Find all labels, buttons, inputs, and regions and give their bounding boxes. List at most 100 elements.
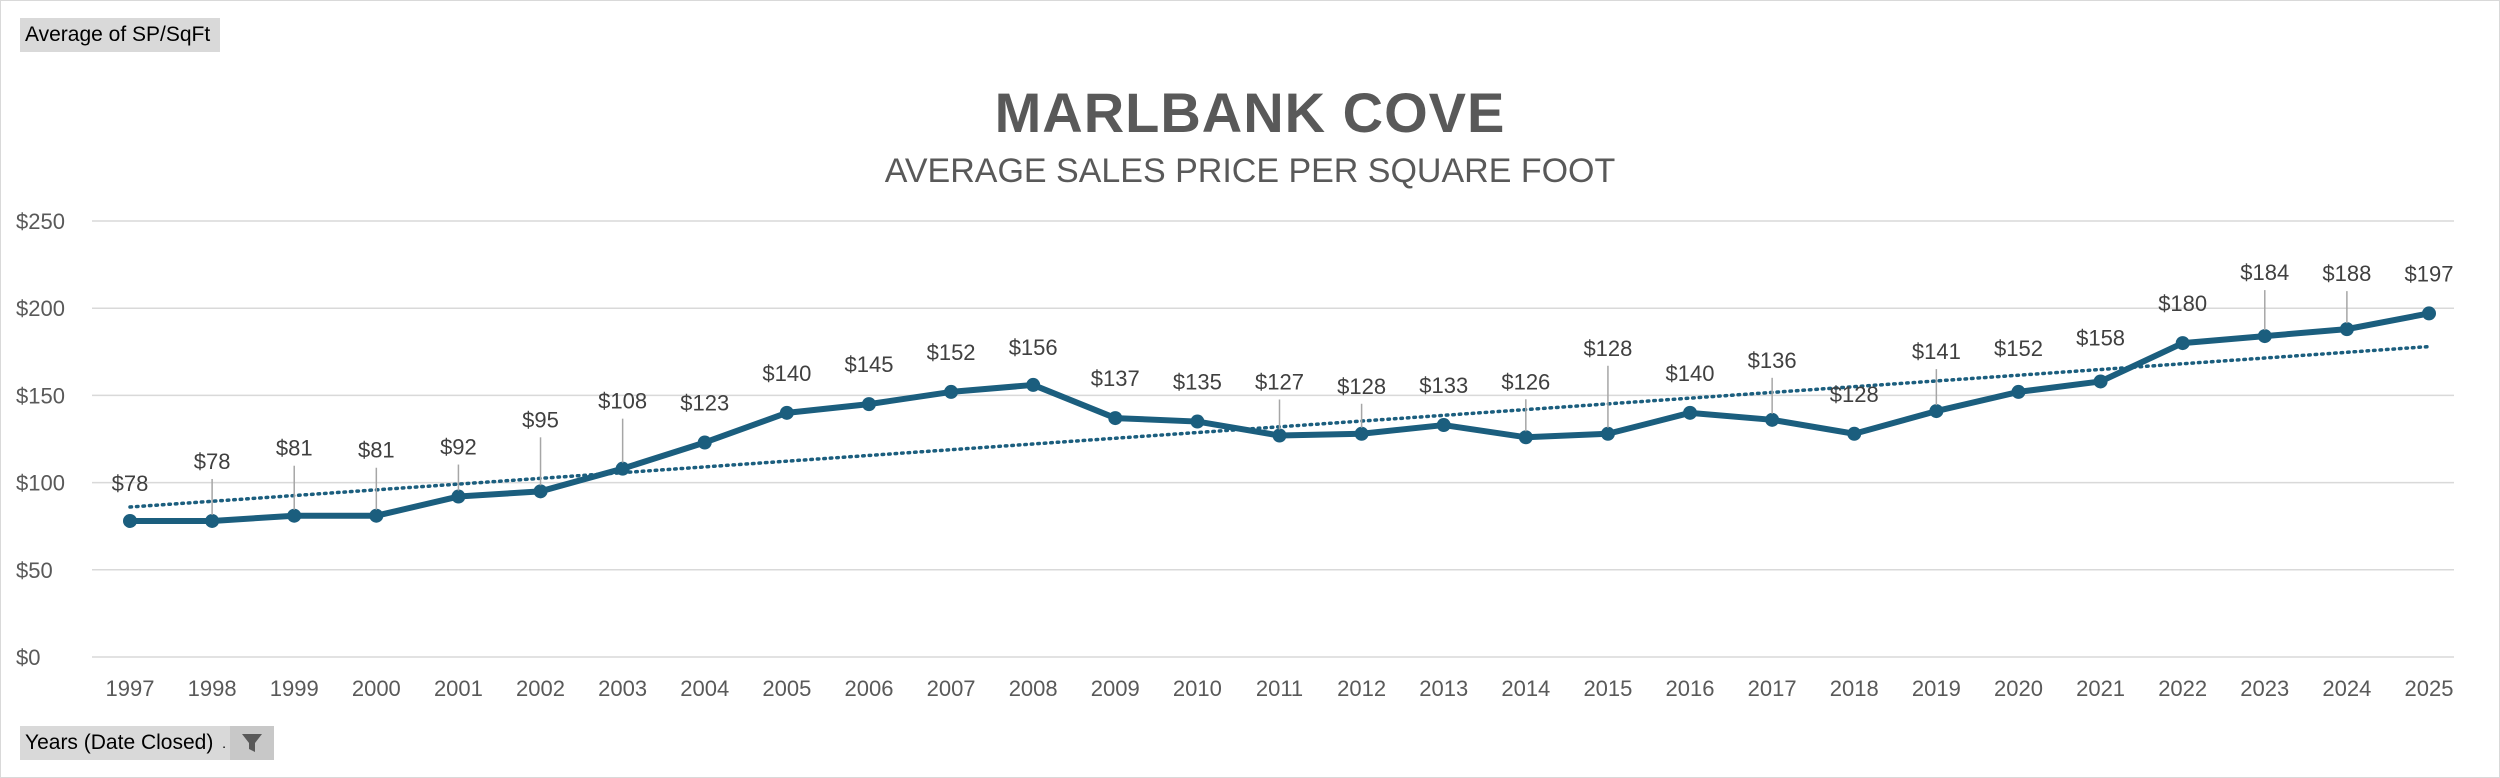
x-tick-label: 1999 [270, 676, 319, 701]
y-tick-label: $200 [16, 296, 65, 321]
data-label: $81 [276, 436, 313, 461]
data-point [205, 513, 220, 528]
data-label: $108 [598, 389, 647, 414]
x-tick-label: 1998 [188, 676, 237, 701]
data-label: $92 [440, 435, 477, 460]
x-tick-label: 2008 [1009, 676, 1058, 701]
data-label: $152 [927, 340, 976, 365]
x-tick-label: 2023 [2240, 676, 2289, 701]
data-label: $126 [1501, 369, 1550, 394]
data-point [944, 384, 959, 399]
data-point [451, 489, 466, 504]
data-labels: $78 $78 $81 $81 $92 $95 $108 $123 $140 $145 $152 $1… [112, 260, 2454, 496]
data-label: $128 [1337, 374, 1386, 399]
chart-title: MARLBANK COVE [994, 81, 1506, 144]
y-tick-label: $0 [16, 645, 40, 670]
gridlines [92, 220, 2454, 658]
data-point [2339, 322, 2354, 337]
data-label: $128 [1583, 336, 1632, 361]
data-point [1272, 428, 1287, 443]
x-tick-label: 2017 [1748, 676, 1797, 701]
data-point [2175, 336, 2190, 351]
data-point [1026, 377, 1041, 392]
y-tick-label: $150 [16, 383, 65, 408]
data-point [1847, 426, 1862, 441]
axis-field-button[interactable]: Years (Date Closed) . [20, 726, 274, 760]
data-point [1108, 411, 1123, 426]
y-tick-label: $250 [16, 209, 65, 234]
x-tick-label: 2025 [2405, 676, 2454, 701]
x-tick-label: 2012 [1337, 676, 1386, 701]
funnel-icon[interactable] [230, 726, 274, 760]
x-tick-label: 2003 [598, 676, 647, 701]
x-tick-label: 2015 [1583, 676, 1632, 701]
data-point [1354, 426, 1369, 441]
data-label: $188 [2322, 261, 2371, 286]
x-tick-label: 2020 [1994, 676, 2043, 701]
series-line [123, 306, 2436, 528]
data-label: $180 [2158, 291, 2207, 316]
data-point [369, 508, 384, 523]
label-leaders [211, 290, 2348, 515]
data-point [1683, 405, 1698, 420]
axis-field-label: Years (Date Closed) [25, 731, 214, 754]
data-point [2422, 306, 2436, 321]
data-point [1436, 418, 1451, 433]
data-label: $145 [844, 352, 893, 377]
data-label: $140 [762, 361, 811, 386]
data-point [861, 397, 876, 412]
x-tick-label: 2000 [352, 676, 401, 701]
data-point [779, 405, 794, 420]
data-label: $140 [1666, 361, 1715, 386]
data-label: $137 [1091, 366, 1140, 391]
data-point [1600, 426, 1615, 441]
data-point [2093, 374, 2108, 389]
x-tick-label: 2001 [434, 676, 483, 701]
x-tick-label: 2018 [1830, 676, 1879, 701]
data-label: $123 [680, 390, 729, 415]
data-label: $78 [112, 471, 149, 496]
x-tick-label: 2024 [2322, 676, 2371, 701]
data-label: $78 [194, 449, 231, 474]
x-tick-label: 2014 [1501, 676, 1550, 701]
chart-subtitle: AVERAGE SALES PRICE PER SQUARE FOOT [884, 152, 1616, 190]
data-point [1765, 412, 1780, 427]
data-label: $81 [358, 438, 395, 463]
data-point [697, 435, 712, 450]
data-label: $135 [1173, 370, 1222, 395]
data-label: $156 [1009, 335, 1058, 360]
x-tick-label: 2011 [1256, 676, 1303, 701]
value-field-button[interactable]: Average of SP/SqFt [20, 18, 220, 52]
y-axis-ticks: $0 $50 $100 $150 $200 $250 [16, 209, 65, 670]
data-point [2011, 384, 2026, 399]
data-label: $141 [1912, 339, 1961, 364]
x-tick-label: 2022 [2158, 676, 2207, 701]
data-label: $158 [2076, 325, 2125, 350]
data-point [2257, 329, 2272, 344]
data-point [1929, 404, 1944, 419]
x-tick-label: 1997 [106, 676, 155, 701]
y-tick-label: $100 [16, 471, 65, 496]
x-tick-label: 2016 [1666, 676, 1715, 701]
data-label: $152 [1994, 336, 2043, 361]
data-label: $197 [2405, 261, 2454, 286]
data-point [123, 513, 137, 528]
x-tick-label: 2019 [1912, 676, 1961, 701]
x-tick-label: 2006 [844, 676, 893, 701]
x-tick-label: 2009 [1091, 676, 1140, 701]
data-point [1518, 430, 1533, 445]
data-point [533, 484, 548, 499]
x-tick-label: 2004 [680, 676, 729, 701]
x-tick-label: 2002 [516, 676, 565, 701]
x-axis-ticks: 1997 1998 1999 2000 2001 2002 2003 2004 2005 2006… [106, 676, 2454, 701]
y-tick-label: $50 [16, 558, 53, 583]
data-point [615, 461, 630, 476]
x-tick-label: 2013 [1419, 676, 1468, 701]
data-point [1190, 414, 1205, 429]
data-label: $133 [1419, 373, 1468, 398]
data-label: $184 [2240, 260, 2289, 285]
data-label: $136 [1748, 348, 1797, 373]
axis-field-dots: . [222, 735, 226, 751]
